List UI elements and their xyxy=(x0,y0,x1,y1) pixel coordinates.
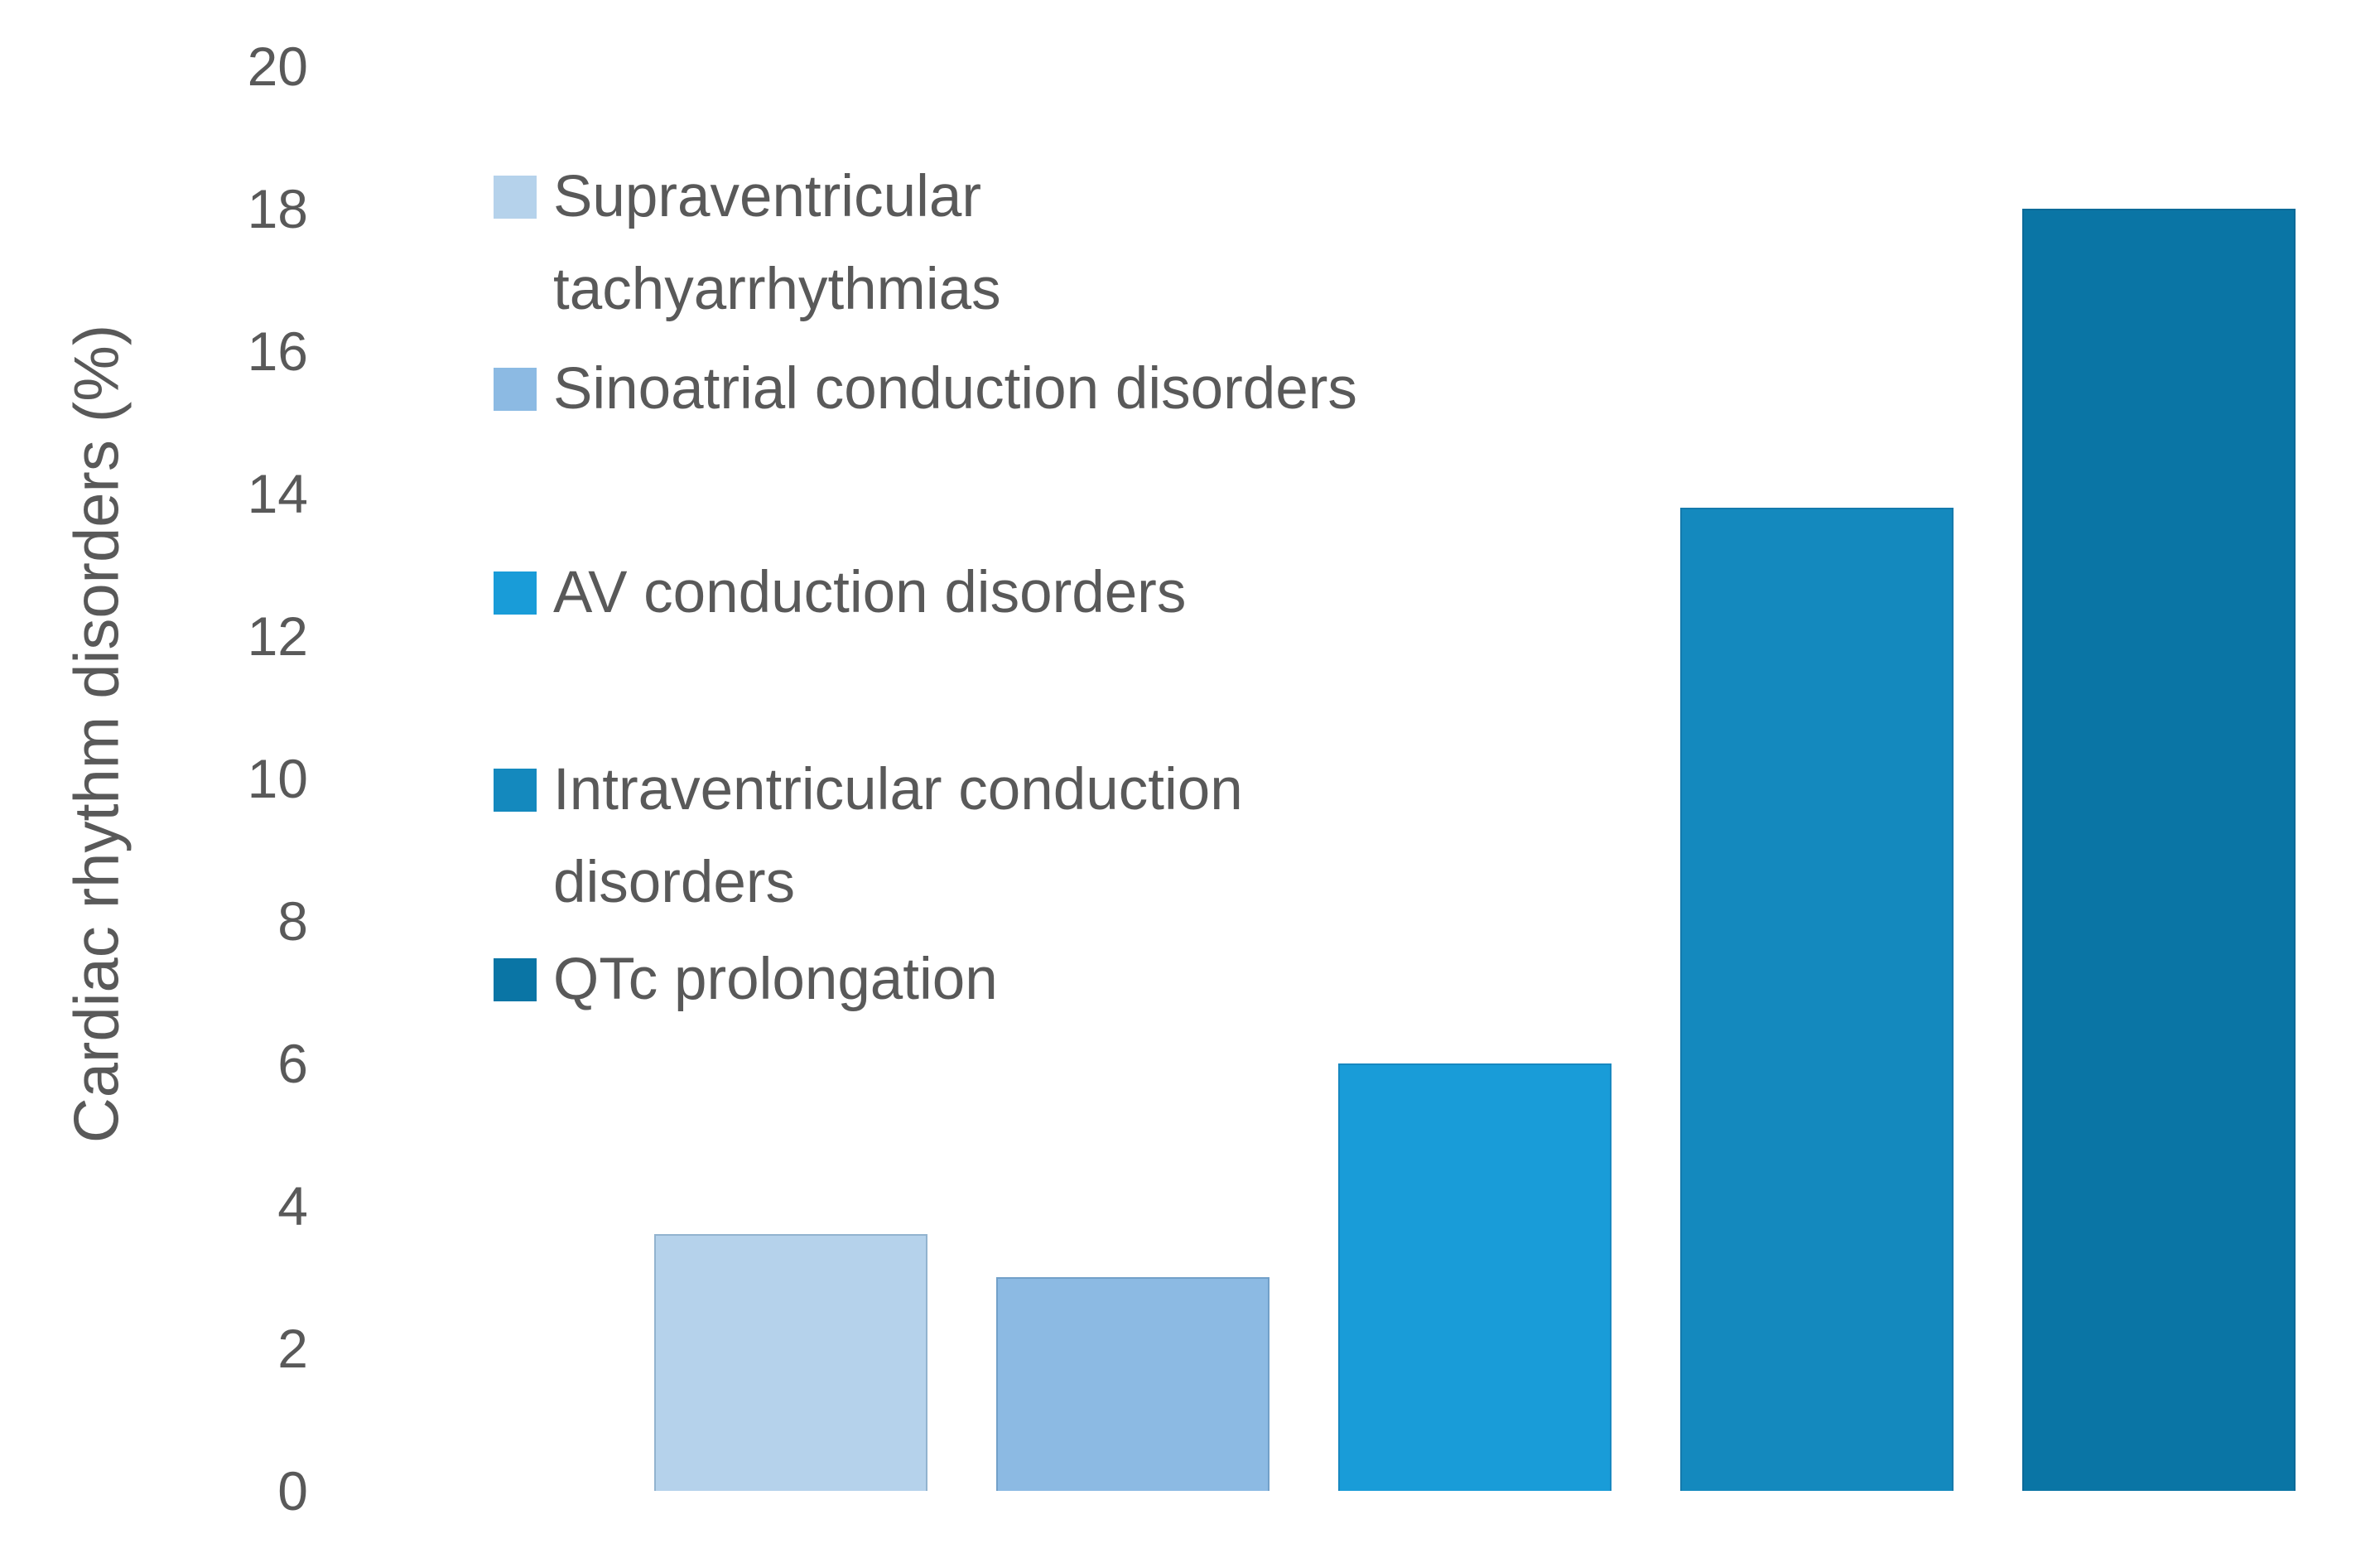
legend-item-3: AV conduction disorders xyxy=(494,547,1186,639)
legend-swatch-icon xyxy=(494,368,537,411)
y-tick-label-2: 2 xyxy=(277,1318,308,1379)
y-tick-label-10: 10 xyxy=(247,748,308,809)
legend-item-1: Supraventricular tachyarrhythmias xyxy=(494,151,1001,336)
y-tick-label-0: 0 xyxy=(277,1460,308,1521)
bar-2 xyxy=(996,1277,1269,1491)
y-tick-label-18: 18 xyxy=(247,178,308,239)
bar-3 xyxy=(1338,1063,1612,1491)
legend-label: AV conduction disorders xyxy=(553,560,1187,625)
legend-swatch-icon xyxy=(494,958,537,1001)
bar-1 xyxy=(654,1234,927,1491)
bar-4 xyxy=(1680,508,1954,1491)
y-tick-label-16: 16 xyxy=(247,321,308,382)
y-tick-label-14: 14 xyxy=(247,463,308,524)
y-axis-title: Cardiac rhythm disorders (%) xyxy=(61,324,132,1144)
y-tick-label-6: 6 xyxy=(277,1033,308,1094)
y-tick-label-20: 20 xyxy=(247,36,308,97)
legend-swatch-icon xyxy=(494,571,537,615)
y-tick-label-12: 12 xyxy=(247,605,308,667)
legend-label: Sinoatrial conduction disorders xyxy=(553,356,1357,422)
legend-item-4: Intraventricular conduction disorders xyxy=(494,744,1243,929)
legend-swatch-icon xyxy=(494,769,537,812)
bar-5 xyxy=(2022,209,2296,1491)
legend-item-5: QTc prolongation xyxy=(494,933,998,1026)
legend-item-2: Sinoatrial conduction disorders xyxy=(494,343,1357,436)
legend-label: QTc prolongation xyxy=(553,947,998,1012)
y-tick-label-4: 4 xyxy=(277,1175,308,1237)
legend-label: Supraventricular tachyarrhythmias xyxy=(553,164,1001,322)
legend-swatch-icon xyxy=(494,176,537,219)
y-tick-label-8: 8 xyxy=(277,890,308,952)
legend-label: Intraventricular conduction disorders xyxy=(553,757,1243,915)
